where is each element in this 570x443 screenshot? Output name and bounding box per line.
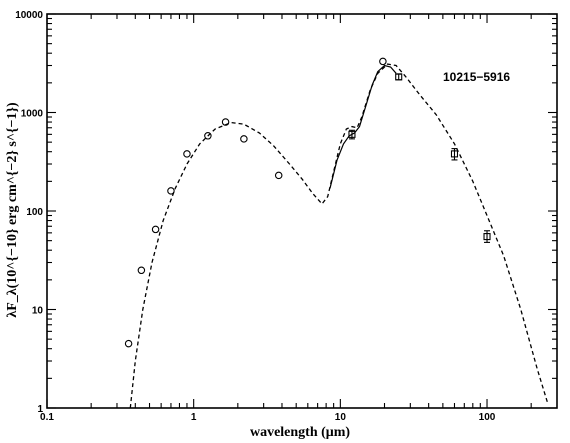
y-tick-label: 100 [26, 207, 43, 218]
data-point-circle [240, 135, 248, 143]
x-axis-label: wavelength (μm) [250, 425, 350, 440]
data-point-circle [167, 187, 175, 195]
data-point-circle [124, 339, 133, 348]
data-point-circle [379, 57, 387, 66]
y-axis-label: λF_λ(10^{−10} erg cm^{−2} s^{−1}) [5, 102, 20, 318]
y-tick-label: 1000 [21, 109, 44, 120]
y-tick-label: 1 [37, 404, 43, 415]
data-point-circle [183, 150, 191, 158]
model-curve-dashed [129, 63, 549, 409]
x-tick-label: 100 [479, 412, 496, 423]
y-tick-label: 10 [32, 306, 44, 317]
x-tick-label: 10 [335, 412, 347, 423]
data-point-circle [151, 225, 160, 234]
data-point-circle [137, 266, 146, 275]
x-tick-label: 1 [191, 412, 197, 423]
data-point-circle [204, 132, 212, 140]
y-tick-label: 10000 [15, 10, 43, 21]
data-series [124, 57, 549, 409]
data-point-square [348, 130, 356, 138]
annotation-label: 10215−5916 [443, 70, 510, 84]
x-tick-label: 0.1 [40, 412, 54, 423]
axis-ticks [46, 13, 557, 409]
data-point-circle [274, 171, 283, 180]
data-point-square [483, 233, 491, 241]
model-curve-solid [329, 64, 397, 189]
data-point-square [450, 150, 459, 158]
data-point-square [395, 73, 403, 81]
